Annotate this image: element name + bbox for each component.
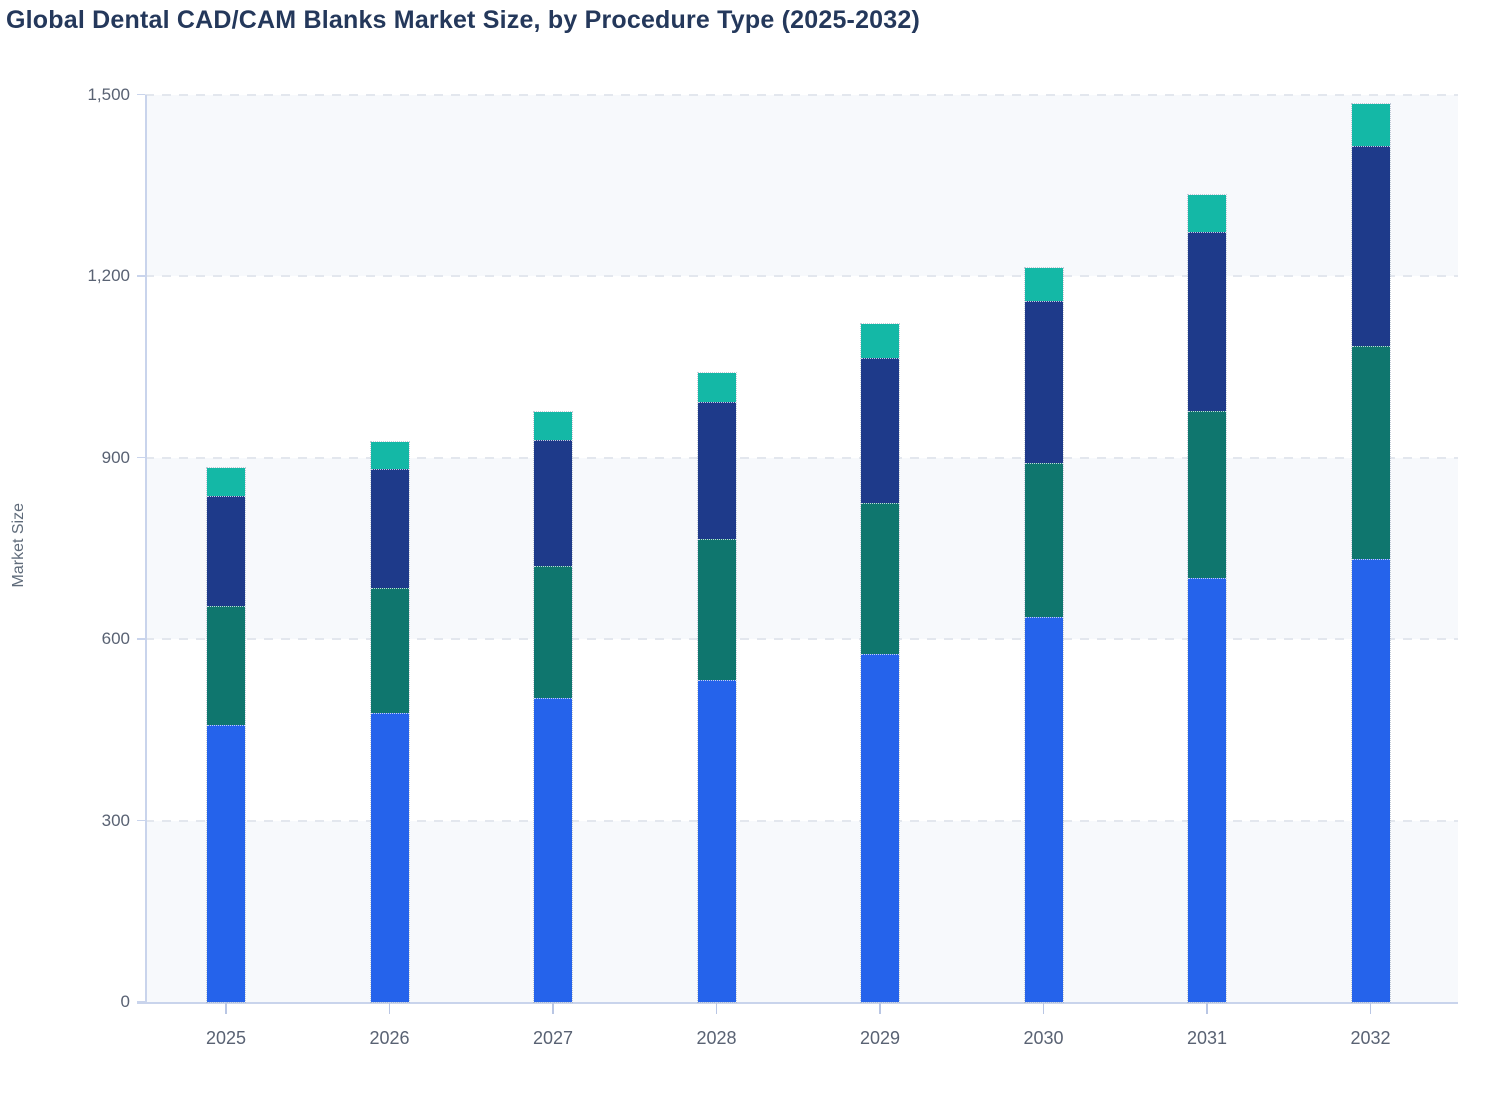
bar-2032-series-2-dark-teal[interactable] <box>1351 345 1390 560</box>
bar-2032[interactable] <box>1350 102 1391 1003</box>
bar-2026-series-1-bottom-blue[interactable] <box>370 712 409 1002</box>
bar-2028-series-4-top-mint[interactable] <box>697 372 736 403</box>
x-tick-mark-2028 <box>715 1002 718 1014</box>
bar-2026-series-3-navy[interactable] <box>370 468 409 588</box>
x-tick-mark-2026 <box>388 1002 391 1014</box>
bar-2029-series-3-navy[interactable] <box>861 358 899 504</box>
bar-2029-series-4-top-mint[interactable] <box>861 323 899 359</box>
bar-2029-series-2-dark-teal[interactable] <box>861 503 899 655</box>
bar-2027-series-2-dark-teal[interactable] <box>534 565 572 698</box>
x-tick-mark-2027 <box>552 1002 554 1014</box>
bar-2030[interactable] <box>1023 266 1064 1003</box>
x-tick-label-2030: 2030 <box>1023 1028 1064 1048</box>
chart-title: Global Dental CAD/CAM Blanks Market Size… <box>6 6 921 34</box>
bar-2026-series-4-top-mint[interactable] <box>370 441 409 469</box>
bar-2027-series-1-bottom-blue[interactable] <box>534 697 572 1002</box>
bar-2029[interactable] <box>860 322 900 1003</box>
bar-2030-series-3-navy[interactable] <box>1024 301 1063 463</box>
x-tick-label-2032: 2032 <box>1350 1028 1391 1048</box>
y-tick-label: 600 <box>101 629 130 648</box>
bar-2025-series-3-navy[interactable] <box>207 495 245 606</box>
gridline-900 <box>145 456 1458 459</box>
bar-2032-series-4-top-mint[interactable] <box>1351 103 1390 146</box>
bar-2032-series-3-navy[interactable] <box>1351 145 1390 346</box>
y-tick-mark <box>137 638 145 640</box>
bar-2032-series-1-bottom-blue[interactable] <box>1351 559 1390 1002</box>
bar-2027-series-3-navy[interactable] <box>534 439 572 566</box>
gridline-1500 <box>145 93 1458 96</box>
x-tick-label-2026: 2026 <box>369 1028 410 1048</box>
gridline-300 <box>145 819 1458 822</box>
gridline-600 <box>145 638 1458 640</box>
x-axis-line <box>137 1002 1458 1004</box>
y-tick-label: 900 <box>101 447 130 467</box>
bar-2031-series-1-bottom-blue[interactable] <box>1188 577 1226 1002</box>
x-tick-mark-2032 <box>1369 1002 1372 1014</box>
y-tick-label: 300 <box>101 810 130 830</box>
x-tick-mark-2029 <box>879 1002 881 1014</box>
gridline-1200 <box>145 275 1458 277</box>
x-tick-label-2025: 2025 <box>205 1028 247 1048</box>
bar-2031-series-4-top-mint[interactable] <box>1188 194 1226 232</box>
y-tick-mark <box>137 275 145 277</box>
bar-2027[interactable] <box>533 411 573 1003</box>
x-tick-label-2031: 2031 <box>1186 1028 1228 1048</box>
x-tick-label-2029: 2029 <box>859 1028 901 1048</box>
bar-2030-series-2-dark-teal[interactable] <box>1024 462 1063 617</box>
plot-band <box>145 457 1458 639</box>
bar-2028[interactable] <box>696 371 737 1003</box>
bar-2029-series-1-bottom-blue[interactable] <box>861 654 899 1002</box>
bar-2031-series-2-dark-teal[interactable] <box>1188 410 1226 578</box>
y-tick-mark <box>137 93 145 96</box>
y-tick-label: 0 <box>120 992 130 1011</box>
y-tick-label: 1,200 <box>87 266 130 285</box>
bar-2031[interactable] <box>1187 193 1227 1003</box>
x-tick-mark-2025 <box>225 1002 227 1014</box>
y-tick-mark <box>137 456 145 459</box>
plot-band <box>145 820 1458 1002</box>
bar-2025-series-1-bottom-blue[interactable] <box>207 724 245 1002</box>
bar-2030-series-1-bottom-blue[interactable] <box>1024 616 1063 1002</box>
plot-band <box>145 94 1458 276</box>
y-tick-label: 1,500 <box>87 84 130 104</box>
bar-2028-series-1-bottom-blue[interactable] <box>697 679 736 1002</box>
bar-2025-series-2-dark-teal[interactable] <box>207 605 245 725</box>
bar-2028-series-2-dark-teal[interactable] <box>697 538 736 680</box>
x-tick-mark-2031 <box>1206 1002 1208 1014</box>
bar-2031-series-3-navy[interactable] <box>1188 231 1226 411</box>
bar-2025[interactable] <box>206 466 246 1003</box>
y-axis-line <box>145 94 147 1002</box>
x-tick-label-2027: 2027 <box>532 1028 574 1048</box>
x-tick-mark-2030 <box>1042 1002 1045 1014</box>
bar-2030-series-4-top-mint[interactable] <box>1024 267 1063 302</box>
bar-2026-series-2-dark-teal[interactable] <box>370 587 409 713</box>
bar-2027-series-4-top-mint[interactable] <box>534 412 572 440</box>
x-tick-label-2028: 2028 <box>696 1028 737 1048</box>
bar-2025-series-4-top-mint[interactable] <box>207 467 245 496</box>
bar-2026[interactable] <box>369 440 410 1003</box>
bar-2028-series-3-navy[interactable] <box>697 402 736 539</box>
y-tick-mark <box>137 819 145 822</box>
